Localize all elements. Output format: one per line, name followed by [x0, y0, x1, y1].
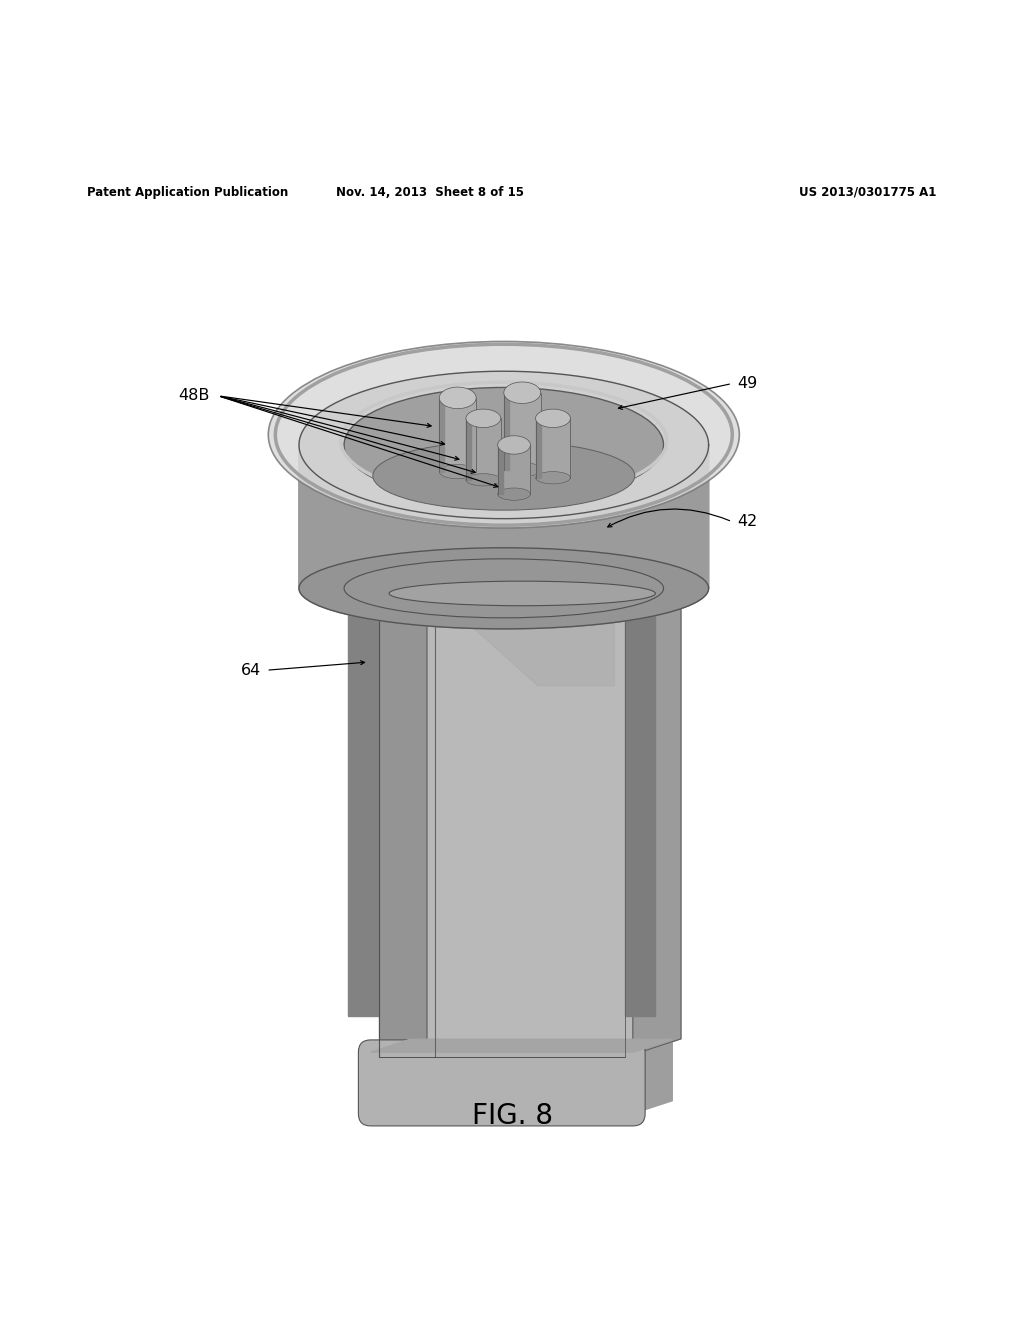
Polygon shape — [536, 418, 541, 478]
Ellipse shape — [299, 548, 709, 628]
Polygon shape — [504, 393, 541, 470]
Polygon shape — [625, 614, 655, 1016]
Polygon shape — [379, 594, 435, 1057]
Polygon shape — [504, 393, 509, 470]
FancyBboxPatch shape — [358, 1040, 645, 1126]
Polygon shape — [620, 558, 664, 594]
Text: Nov. 14, 2013  Sheet 8 of 15: Nov. 14, 2013 Sheet 8 of 15 — [336, 186, 524, 198]
Ellipse shape — [498, 488, 530, 500]
Ellipse shape — [536, 471, 570, 484]
Ellipse shape — [439, 465, 476, 479]
Ellipse shape — [504, 462, 541, 477]
FancyBboxPatch shape — [427, 585, 633, 1065]
Polygon shape — [435, 594, 614, 685]
Ellipse shape — [504, 381, 541, 404]
Text: US 2013/0301775 A1: US 2013/0301775 A1 — [799, 186, 936, 198]
Polygon shape — [299, 445, 709, 628]
Polygon shape — [344, 589, 664, 594]
Ellipse shape — [344, 388, 664, 503]
Polygon shape — [299, 371, 709, 589]
Polygon shape — [344, 558, 412, 594]
Polygon shape — [625, 576, 681, 1057]
Polygon shape — [379, 576, 681, 594]
Text: 49: 49 — [737, 376, 758, 391]
Polygon shape — [633, 1039, 672, 1114]
Text: 64: 64 — [241, 663, 261, 677]
Polygon shape — [348, 614, 379, 1016]
Ellipse shape — [466, 409, 501, 428]
Text: FIG. 8: FIG. 8 — [471, 1102, 553, 1130]
Polygon shape — [466, 418, 471, 479]
Polygon shape — [536, 418, 570, 478]
Ellipse shape — [536, 409, 570, 428]
Ellipse shape — [373, 441, 635, 511]
Ellipse shape — [466, 474, 501, 486]
Polygon shape — [498, 445, 530, 494]
Text: 48B: 48B — [178, 388, 210, 404]
Ellipse shape — [344, 558, 664, 618]
Ellipse shape — [389, 581, 655, 606]
Polygon shape — [439, 397, 444, 471]
Polygon shape — [498, 445, 503, 494]
Text: Patent Application Publication: Patent Application Publication — [87, 186, 289, 198]
Text: 42: 42 — [737, 515, 758, 529]
Polygon shape — [371, 1039, 672, 1052]
Polygon shape — [439, 397, 476, 471]
Ellipse shape — [268, 342, 739, 528]
Polygon shape — [466, 418, 501, 479]
Ellipse shape — [439, 387, 476, 409]
Ellipse shape — [498, 436, 530, 454]
